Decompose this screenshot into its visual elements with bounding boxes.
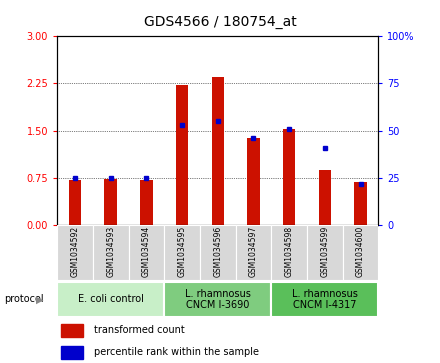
- Text: GSM1034594: GSM1034594: [142, 225, 151, 277]
- Bar: [307, 225, 343, 280]
- Bar: [271, 225, 307, 280]
- Text: E. coli control: E. coli control: [78, 294, 144, 305]
- Text: percentile rank within the sample: percentile rank within the sample: [94, 347, 259, 357]
- Bar: [247, 138, 260, 225]
- Bar: [212, 77, 224, 225]
- Text: GSM1034596: GSM1034596: [213, 225, 222, 277]
- Text: GDS4566 / 180754_at: GDS4566 / 180754_at: [143, 15, 297, 29]
- Bar: [200, 225, 236, 280]
- Bar: [128, 225, 164, 280]
- Text: GSM1034592: GSM1034592: [70, 226, 80, 277]
- Bar: [164, 282, 271, 317]
- Bar: [283, 130, 295, 225]
- Bar: [354, 182, 367, 225]
- Bar: [236, 225, 271, 280]
- Text: L. rhamnosus
CNCM I-3690: L. rhamnosus CNCM I-3690: [185, 289, 251, 310]
- Bar: [319, 170, 331, 225]
- Text: GSM1034597: GSM1034597: [249, 225, 258, 277]
- Text: ▶: ▶: [36, 294, 44, 305]
- Text: GSM1034598: GSM1034598: [285, 226, 293, 277]
- Bar: [57, 282, 164, 317]
- Text: protocol: protocol: [4, 294, 44, 305]
- Text: GSM1034599: GSM1034599: [320, 225, 330, 277]
- Bar: [271, 282, 378, 317]
- Text: GSM1034600: GSM1034600: [356, 225, 365, 277]
- Bar: [176, 85, 188, 225]
- Bar: [61, 324, 83, 337]
- Bar: [61, 346, 83, 359]
- Text: GSM1034595: GSM1034595: [178, 225, 187, 277]
- Bar: [164, 225, 200, 280]
- Bar: [343, 225, 378, 280]
- Bar: [69, 180, 81, 225]
- Bar: [140, 180, 153, 225]
- Text: transformed count: transformed count: [94, 325, 185, 335]
- Text: L. rhamnosus
CNCM I-4317: L. rhamnosus CNCM I-4317: [292, 289, 358, 310]
- Bar: [57, 225, 93, 280]
- Text: GSM1034593: GSM1034593: [106, 225, 115, 277]
- Bar: [93, 225, 128, 280]
- Bar: [104, 179, 117, 225]
